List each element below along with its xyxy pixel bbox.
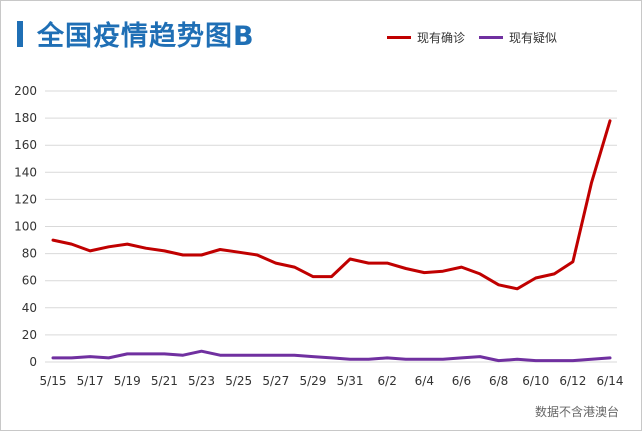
legend-label-confirmed: 现有确诊 [417,31,466,45]
legend-swatch-suspected [479,36,503,39]
y-tick-label: 40 [22,301,37,315]
x-tick-label: 6/6 [452,374,471,388]
x-tick-label: 5/29 [299,374,326,388]
y-tick-label: 20 [22,328,37,342]
y-tick-label: 180 [14,111,37,125]
x-tick-label: 5/31 [337,374,364,388]
series-line-confirmed [51,119,612,291]
x-tick-label: 5/19 [114,374,141,388]
x-tick-label: 5/21 [151,374,178,388]
x-tick-label: 6/2 [378,374,397,388]
x-tick-label: 6/14 [597,374,624,388]
x-tick-label: 5/15 [40,374,67,388]
legend-item-suspected: 现有疑似 [479,29,557,46]
source-note: 数据不含港澳台 [534,405,619,419]
x-tick-label: 6/12 [559,374,586,388]
x-tick-label: 5/25 [225,374,252,388]
x-tick-label: 5/23 [188,374,215,388]
legend-swatch-confirmed [387,36,411,39]
x-tick-label: 6/8 [489,374,508,388]
y-tick-label: 100 [14,220,37,234]
y-tick-label: 200 [14,84,37,98]
y-tick-label: 120 [14,192,37,206]
legend-item-confirmed: 现有确诊 [387,29,465,46]
y-tick-label: 60 [22,274,37,288]
series-line-suspected [51,349,612,363]
title-accent-bar [17,21,23,47]
x-tick-label: 5/17 [77,374,104,388]
x-tick-label: 6/4 [415,374,434,388]
y-tick-label: 160 [14,138,37,152]
x-tick-label: 5/27 [262,374,289,388]
y-tick-label: 0 [29,355,37,369]
x-tick-label: 6/10 [522,374,549,388]
y-tick-label: 80 [22,247,37,261]
y-tick-label: 140 [14,165,37,179]
chart-title: 全国疫情趋势图B [37,21,255,52]
legend-label-suspected: 现有疑似 [509,31,558,45]
